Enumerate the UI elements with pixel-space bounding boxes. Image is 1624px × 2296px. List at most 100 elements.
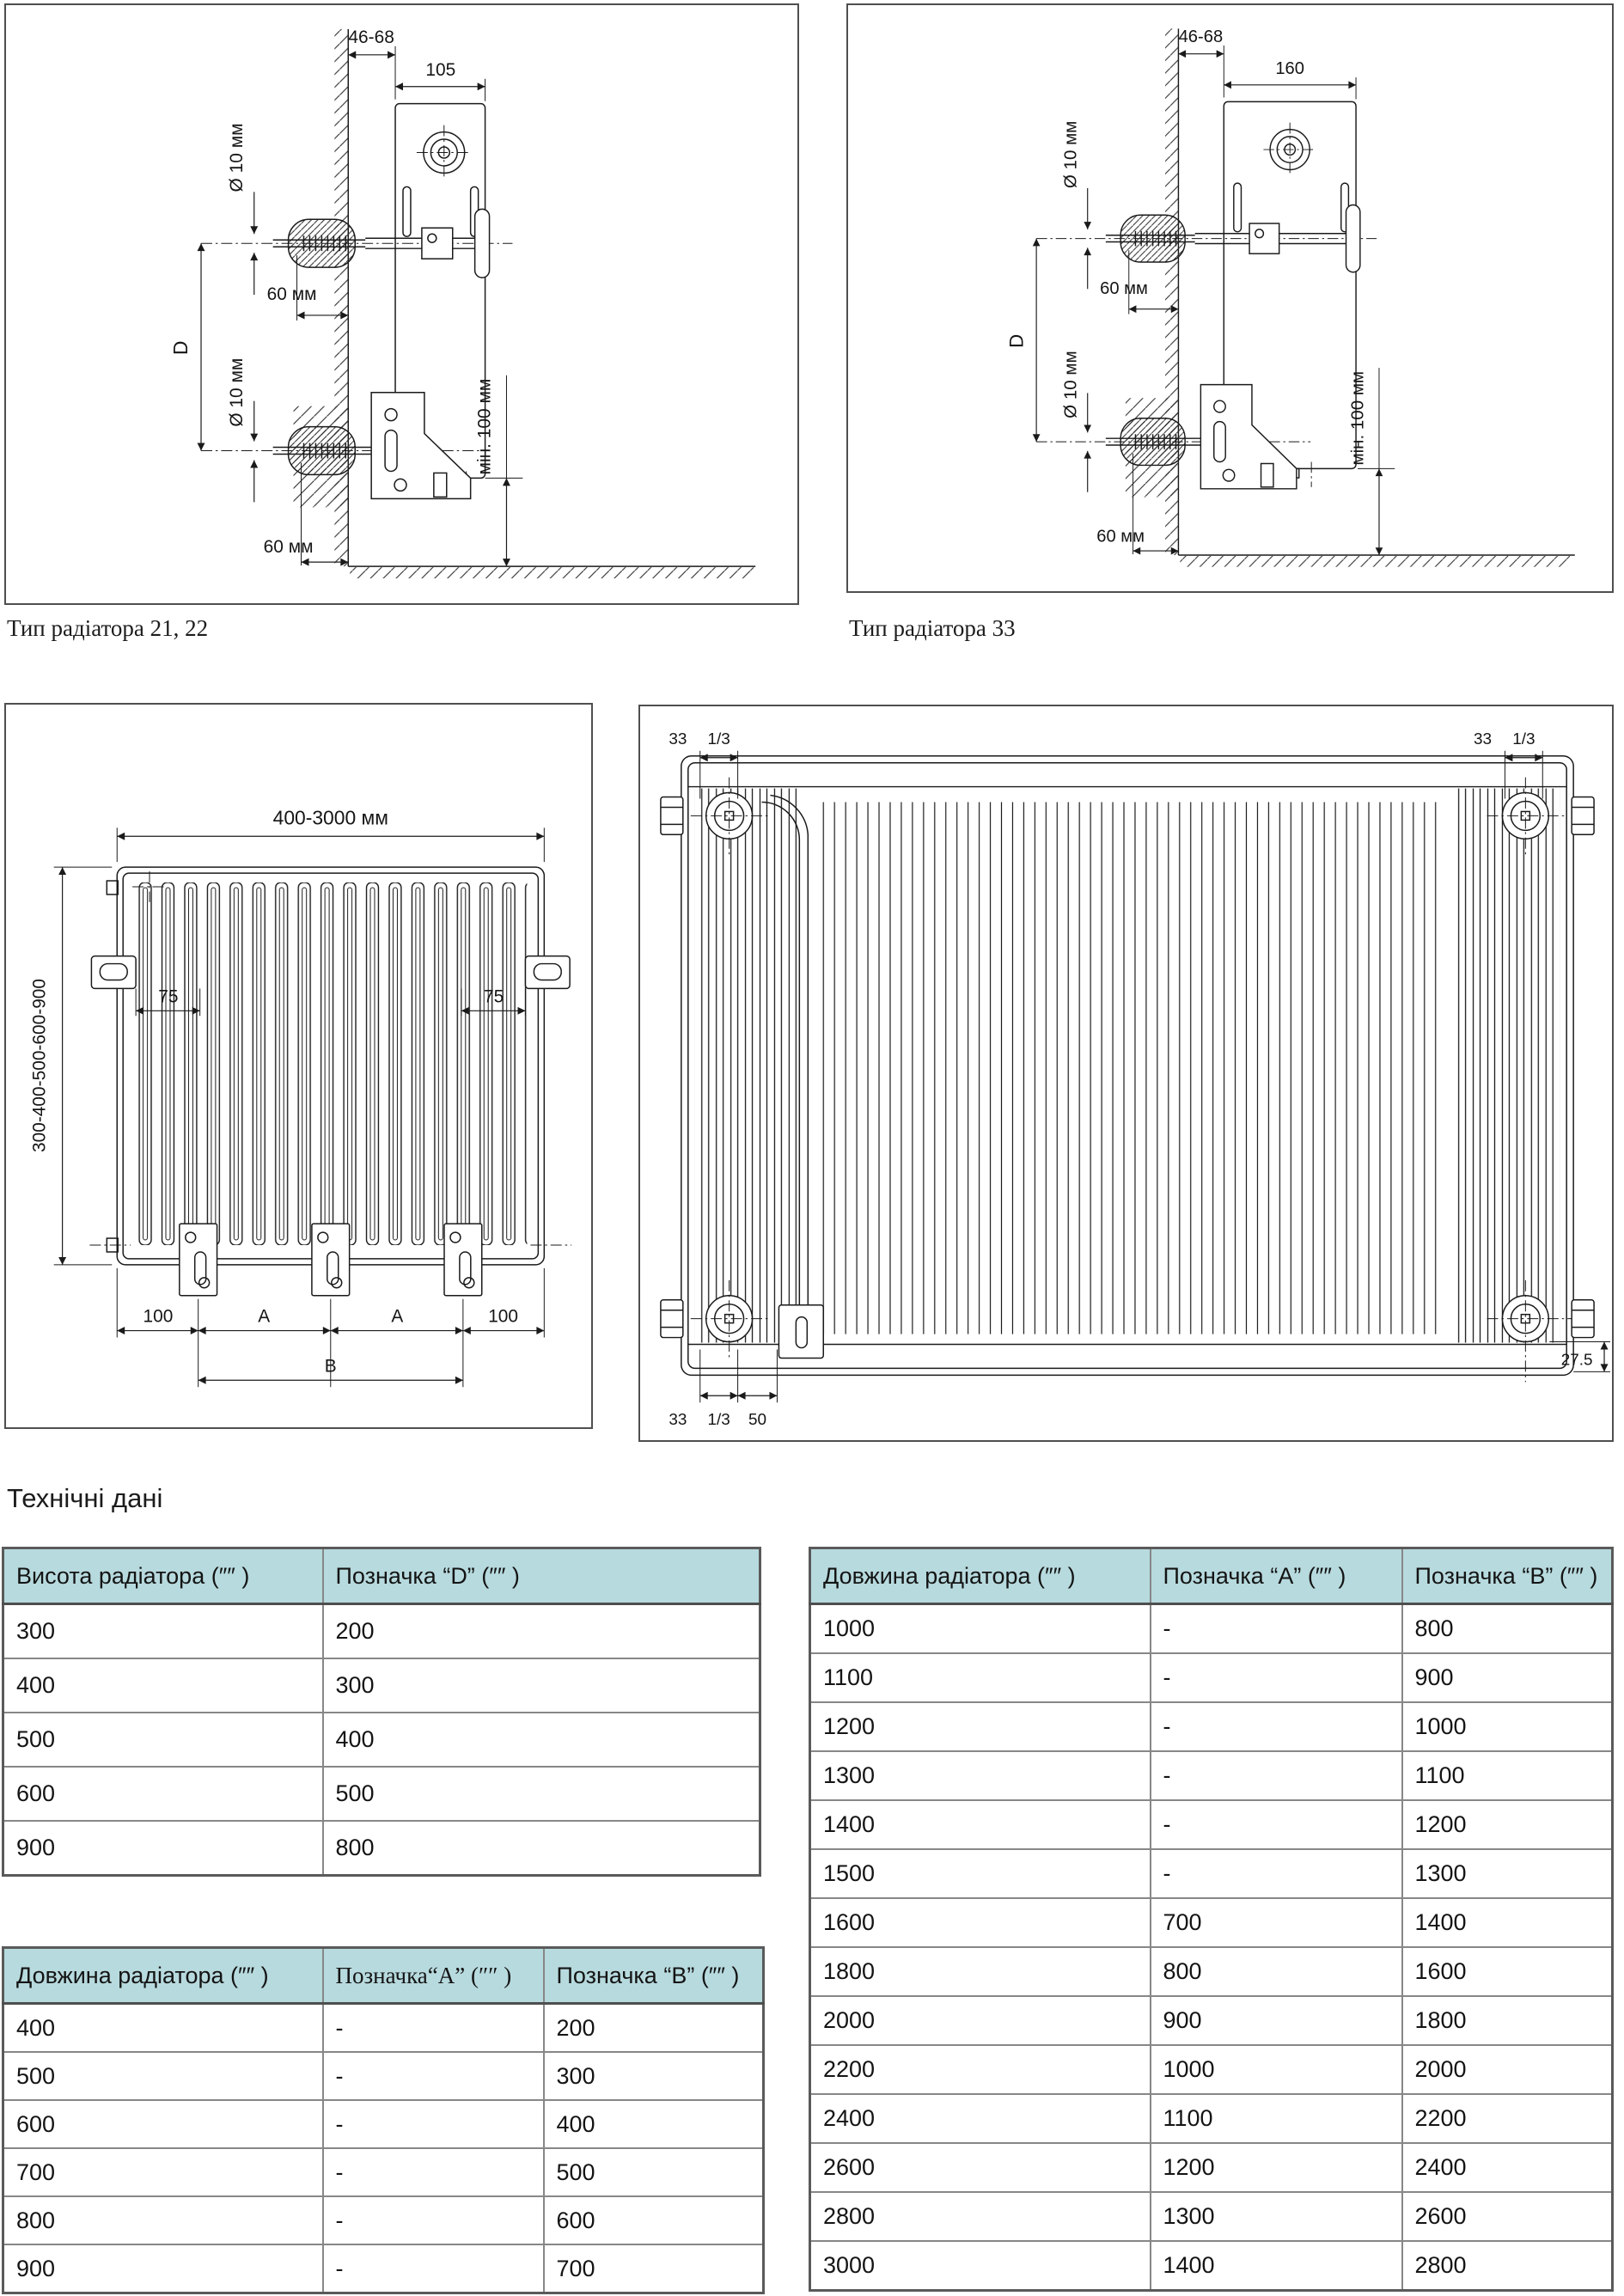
table-row: 1600 700 1400 [809,1897,1614,1948]
table-row: 1300 - 1100 [809,1750,1614,1801]
dim-inset-top: 60 мм [1100,279,1148,298]
dim-face-tl-33: 33 [669,730,687,748]
cell-b: 1800 [1401,1995,1614,2046]
table-row: 400 - 200 [2,2002,765,2053]
cell-length: 1500 [809,1848,1151,1899]
table-row: 600 500 [2,1766,761,1822]
table-row: 500 - 300 [2,2051,765,2101]
table-height-designation-d: Висота радіатора (″″ ) Позначка “D” (″″ … [2,1547,761,1877]
table-length-large: Довжина радіатора (″″ ) Позначка “А” (″″… [809,1547,1614,2292]
cell-a: 700 [1149,1897,1403,1948]
dim-hole-top: Ø 10 мм [1061,121,1080,188]
cell-a: 1100 [1149,2093,1403,2144]
cell-b: 400 [542,2099,765,2149]
cell-b: 800 [1401,1603,1614,1654]
dim-face-bl-50: 50 [748,1411,766,1429]
table-row: 1800 800 1600 [809,1946,1614,1997]
dim-face-tr-third: 1/3 [1512,730,1535,748]
cell-length: 2200 [809,2044,1151,2095]
cell-b: 900 [1401,1652,1614,1703]
column-header-length: Довжина радіатора (″″ ) [809,1547,1151,1605]
table-row: 1200 - 1000 [809,1701,1614,1752]
dim-span-b: B [325,1356,337,1376]
cell-a: - [321,2147,545,2197]
cell-a: - [1149,1750,1403,1801]
table-row: 700 - 500 [2,2147,765,2197]
table-row: 1000 - 800 [809,1603,1614,1654]
column-header-d: Позначка “D” (″″ ) [321,1547,761,1605]
column-header-length: Довжина радіатора (″″ ) [2,1946,324,2005]
cell-b: 1200 [1401,1799,1614,1850]
dim-span-a1: A [258,1307,270,1327]
cell-a: - [321,2099,545,2149]
table-row: 1500 - 1300 [809,1848,1614,1899]
cell-b: 700 [542,2244,765,2294]
radiator-front-dimension-diagram: 400-3000 мм 300-400-500-600-900 75 75 10… [30,806,572,1388]
dim-depth: 160 [1275,59,1304,78]
column-header-a: Позначка“А” (″″ ) [321,1946,545,2005]
table-row: 900 - 700 [2,2244,765,2294]
cell-a: - [321,2244,545,2294]
radiator-face-diagram: 33 1/3 33 1/3 33 1/3 50 27.5 [660,730,1611,1429]
table-row: 900 800 [2,1820,761,1877]
table-length-a-b-small: Довжина радіатора (″″ ) Позначка“А” (″″ … [2,1946,765,2294]
cell-length: 1200 [809,1701,1151,1752]
dim-inset-bottom: 60 мм [264,537,314,557]
dim-face-tl-third: 1/3 [708,730,730,748]
dim-face-tr-33: 33 [1474,730,1492,748]
table-header-row: Висота радіатора (″″ ) Позначка “D” (″″ … [2,1547,761,1605]
table-row: 2600 1200 2400 [809,2142,1614,2193]
dim-face-bl-third: 1/3 [708,1411,730,1429]
cell-b: 300 [542,2051,765,2101]
cell-height: 600 [2,1766,324,1822]
section-title: Технічні дані [7,1483,163,1513]
table-row: 400 300 [2,1658,761,1713]
dim-depth: 105 [425,60,455,80]
table-length-a-b-large: Довжина радіатора (″″ ) Позначка “А” (″″… [809,1547,1614,2292]
cell-length: 3000 [809,2240,1151,2292]
dim-hole-top: Ø 10 мм [227,124,247,192]
diagram-box-type-21-22: 46-68 105 Ø 10 мм 60 мм D Ø 10 мм 60 мм … [4,3,799,605]
column-header-b: Позначка “В” (″″ ) [1401,1547,1614,1605]
table-row: 500 400 [2,1712,761,1768]
cell-height: 400 [2,1658,324,1713]
table-row: 300 200 [2,1603,761,1659]
cell-length: 1800 [809,1946,1151,1997]
cell-a: - [1149,1701,1403,1752]
cell-a: - [321,2002,545,2053]
dim-floor-clearance: мін. 100 мм [1349,371,1368,466]
cell-d: 300 [321,1658,761,1713]
cell-length: 700 [2,2147,324,2197]
cell-length: 2800 [809,2191,1151,2242]
dim-wall-gap: 46-68 [1179,27,1224,46]
cell-b: 1300 [1401,1848,1614,1899]
table-row: 1100 - 900 [809,1652,1614,1703]
cell-height: 300 [2,1603,324,1659]
cell-a: 800 [1149,1946,1403,1997]
cell-a: - [1149,1603,1403,1654]
dim-span-a2: A [391,1307,403,1327]
cell-a: - [321,2195,545,2245]
table-row: 600 - 400 [2,2099,765,2149]
table-row: 2000 900 1800 [809,1995,1614,2046]
dim-inset-bottom: 60 мм [1096,527,1145,546]
cell-length: 2600 [809,2142,1151,2193]
dim-face-bl-33: 33 [669,1411,687,1429]
cell-length: 1100 [809,1652,1151,1703]
cell-length: 1000 [809,1603,1151,1654]
cell-a: 1400 [1149,2240,1403,2292]
dim-height-d: D [169,341,192,356]
dim-hole-bottom: Ø 10 мм [227,358,247,427]
cell-d: 400 [321,1712,761,1768]
table-height-d: Висота радіатора (″″ ) Позначка “D” (″″ … [2,1547,761,1877]
dim-end-left: 100 [143,1307,174,1327]
cell-b: 2600 [1401,2191,1614,2242]
cell-a: 900 [1149,1995,1403,2046]
table-row: 800 - 600 [2,2195,765,2245]
table-length-small: Довжина радіатора (″″ ) Позначка“А” (″″ … [2,1946,765,2294]
dim-floor-clearance: мін. 100 мм [475,379,495,475]
cell-length: 1300 [809,1750,1151,1801]
cell-d: 500 [321,1766,761,1822]
installation-side-diagram-type-33: 46-68 160 Ø 10 мм 60 мм D Ø 10 мм 60 мм … [1006,27,1575,567]
